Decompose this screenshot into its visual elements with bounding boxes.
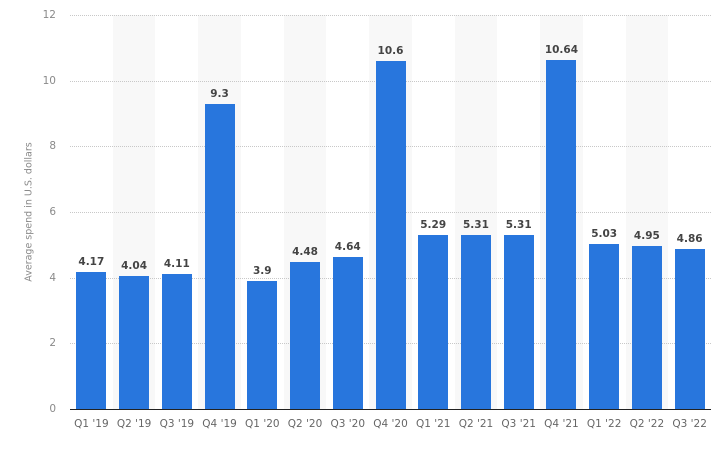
x-tick-label: Q3 '19 — [159, 418, 195, 430]
x-tick-label: Q1 '20 — [245, 418, 280, 430]
y-tick-label: 2 — [49, 337, 56, 350]
bar[interactable] — [76, 272, 107, 409]
bar-value-label: 4.17 — [78, 256, 105, 269]
y-tick-label: 4 — [49, 271, 56, 284]
x-tick-label: Q2 '22 — [629, 418, 665, 430]
x-axis-line — [70, 409, 711, 410]
x-tick-label: Q1 '22 — [586, 418, 622, 430]
bar[interactable] — [332, 256, 363, 409]
y-tick-label: 8 — [49, 140, 56, 153]
bar[interactable] — [247, 280, 278, 409]
bar-value-label: 4.48 — [292, 245, 318, 258]
bar-value-label: 10.64 — [544, 43, 579, 56]
bar[interactable] — [290, 261, 321, 409]
bar[interactable] — [161, 274, 192, 409]
bar-value-label: 4.04 — [121, 260, 148, 273]
bar-value-label: 4.95 — [633, 230, 660, 243]
x-tick-label: Q3 '22 — [672, 418, 707, 430]
x-tick-label: Q4 '21 — [544, 418, 579, 430]
bar-value-label: 4.86 — [676, 233, 703, 246]
x-tick-label: Q1 '21 — [415, 418, 451, 430]
y-tick-label: 12 — [42, 9, 56, 21]
bar[interactable] — [674, 249, 705, 409]
x-tick-label: Q3 '20 — [330, 418, 366, 430]
x-tick-label: Q4 '20 — [373, 418, 408, 430]
y-tick-label: 6 — [49, 206, 56, 218]
bar-value-label: 5.29 — [420, 219, 447, 232]
y-axis-title: Average spend in U.S. dollars — [23, 142, 35, 282]
x-tick-label: Q3 '21 — [501, 418, 536, 430]
y-tick-label: 10 — [42, 74, 56, 87]
gridline — [70, 15, 711, 16]
bar-value-label: 4.11 — [163, 258, 190, 271]
x-tick-label: Q1 '19 — [74, 418, 109, 430]
bar[interactable] — [418, 235, 449, 409]
bar[interactable] — [460, 234, 491, 409]
bar[interactable] — [119, 276, 150, 409]
x-tick-label: Q2 '20 — [287, 418, 323, 430]
bar[interactable] — [375, 60, 406, 409]
bar[interactable] — [589, 243, 620, 409]
bar[interactable] — [546, 59, 577, 409]
bar[interactable] — [631, 246, 662, 409]
bar[interactable] — [503, 234, 534, 409]
bar-value-label: 9.3 — [210, 87, 229, 100]
bar-value-label: 5.03 — [591, 227, 618, 240]
x-tick-label: Q2 '19 — [116, 418, 152, 430]
y-tick-label: 0 — [49, 403, 56, 415]
x-tick-label: Q2 '21 — [458, 418, 494, 430]
x-tick-label: Q4 '19 — [202, 418, 237, 430]
bar-value-label: 10.6 — [377, 44, 404, 57]
bar-value-label: 3.9 — [252, 264, 272, 277]
bar[interactable] — [204, 103, 235, 409]
bar-value-label: 5.31 — [505, 218, 532, 231]
bar-value-label: 5.31 — [462, 218, 489, 231]
bar-value-label: 4.64 — [334, 240, 361, 253]
